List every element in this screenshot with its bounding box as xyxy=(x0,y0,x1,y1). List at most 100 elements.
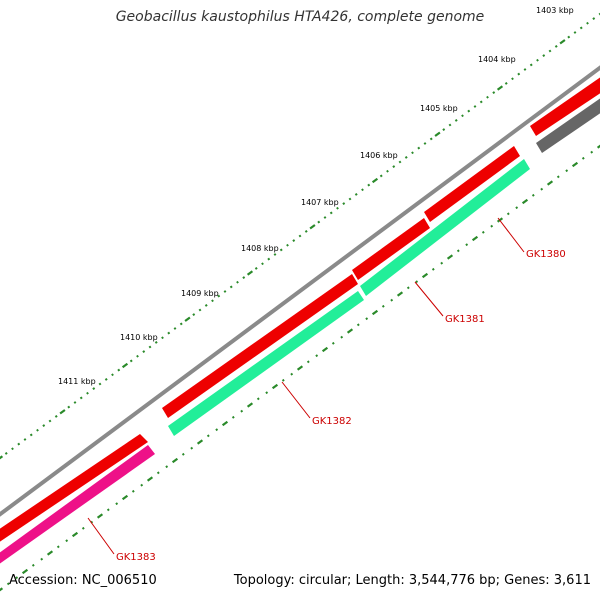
tick-mark xyxy=(154,340,158,344)
tick-mark xyxy=(517,72,521,76)
tick-mark xyxy=(256,397,260,401)
tick-mark xyxy=(448,123,452,127)
tick-mark xyxy=(417,146,421,150)
tick-mark xyxy=(171,457,179,464)
gene-segment-green[interactable] xyxy=(360,159,530,296)
tick-mark xyxy=(142,350,146,354)
tick-mark xyxy=(161,336,164,340)
tick-mark xyxy=(98,382,102,386)
tick-mark xyxy=(190,446,194,450)
tick-mark xyxy=(211,299,214,303)
tick-mark xyxy=(217,294,221,298)
tick-mark xyxy=(523,68,527,71)
tick-mark xyxy=(496,85,504,91)
tick-mark xyxy=(229,285,233,289)
tick-mark xyxy=(554,44,558,48)
kbp-label: 1407 kbp xyxy=(301,198,339,207)
gene-label[interactable]: GK1380 xyxy=(526,249,566,260)
accession-text: Accession: NC_006510 xyxy=(9,573,157,588)
gene-label[interactable]: GK1383 xyxy=(116,552,156,563)
tick-mark xyxy=(231,415,235,419)
tick-mark xyxy=(6,582,10,586)
tick-mark xyxy=(0,455,4,460)
tick-mark xyxy=(329,211,333,215)
kbp-label: 1408 kbp xyxy=(241,244,279,253)
tick-mark xyxy=(223,290,227,293)
tick-mark xyxy=(442,128,446,132)
tick-mark xyxy=(296,365,304,371)
gene-segment-green[interactable] xyxy=(168,291,364,436)
tick-mark xyxy=(579,26,583,30)
tick-mark xyxy=(461,114,464,118)
tick-mark xyxy=(104,377,108,381)
gene-segment-forward[interactable] xyxy=(0,434,148,545)
tick-mark xyxy=(581,156,585,160)
tick-mark xyxy=(406,286,410,290)
tick-mark xyxy=(440,261,444,265)
tick-mark xyxy=(11,447,14,451)
leader-line xyxy=(281,381,311,419)
tick-mark xyxy=(267,257,271,261)
tick-mark xyxy=(4,451,8,455)
tick-mark xyxy=(411,151,414,155)
gene-segment-forward[interactable] xyxy=(424,146,520,222)
tick-mark xyxy=(356,323,360,327)
leader-line xyxy=(414,281,444,317)
tick-mark xyxy=(96,513,104,519)
kbp-label: 1403 kbp xyxy=(536,6,574,15)
kbp-label: 1410 kbp xyxy=(120,333,158,342)
tick-mark xyxy=(321,346,329,353)
tick-mark xyxy=(598,12,600,16)
tick-mark xyxy=(511,77,514,81)
tick-mark xyxy=(573,31,577,34)
tick-mark xyxy=(156,471,160,475)
tick-mark xyxy=(81,526,85,530)
tick-mark xyxy=(390,298,394,302)
tick-mark xyxy=(254,266,258,270)
gene-segment-forward[interactable] xyxy=(352,218,430,280)
tick-mark xyxy=(396,291,404,297)
tick-mark xyxy=(23,438,27,441)
topology-summary: Topology: circular; Length: 3,544,776 bp… xyxy=(233,573,591,588)
backbone-ring xyxy=(0,65,600,517)
gene-segment-forward[interactable] xyxy=(530,74,600,136)
tick-mark xyxy=(290,372,294,376)
tick-mark xyxy=(423,142,427,145)
gene-segment-magenta[interactable] xyxy=(0,445,155,567)
gene-label[interactable]: GK1381 xyxy=(445,314,485,325)
tick-mark xyxy=(467,109,471,113)
tick-mark xyxy=(140,483,144,487)
gene-label[interactable]: GK1382 xyxy=(312,416,352,427)
tick-mark xyxy=(167,331,171,335)
tick-mark xyxy=(504,81,508,85)
tick-mark xyxy=(221,420,229,427)
tick-mark xyxy=(596,144,600,149)
tick-mark xyxy=(17,442,21,446)
tick-mark xyxy=(456,249,460,253)
tick-mark xyxy=(542,54,546,58)
tick-mark xyxy=(115,502,119,506)
tick-mark xyxy=(379,174,383,178)
tick-mark xyxy=(281,378,285,382)
tick-mark xyxy=(536,58,539,62)
tick-mark xyxy=(121,362,129,369)
leader-line xyxy=(497,217,525,253)
tick-mark xyxy=(479,100,483,104)
forward-strand xyxy=(0,74,600,545)
tick-mark xyxy=(206,434,210,438)
tick-mark xyxy=(429,137,433,141)
kbp-label: 1406 kbp xyxy=(360,151,398,160)
tick-mark xyxy=(42,424,46,428)
tick-mark xyxy=(367,183,371,187)
gene-segment-forward[interactable] xyxy=(162,274,358,418)
tick-mark xyxy=(361,188,364,192)
gene-segment-gray[interactable] xyxy=(536,95,600,153)
tick-mark xyxy=(331,341,335,345)
tick-mark xyxy=(421,272,429,279)
tick-mark xyxy=(59,409,66,415)
tick-mark xyxy=(486,95,489,99)
tick-mark xyxy=(48,419,52,423)
tick-mark xyxy=(465,243,469,247)
reverse-strand xyxy=(0,95,600,567)
